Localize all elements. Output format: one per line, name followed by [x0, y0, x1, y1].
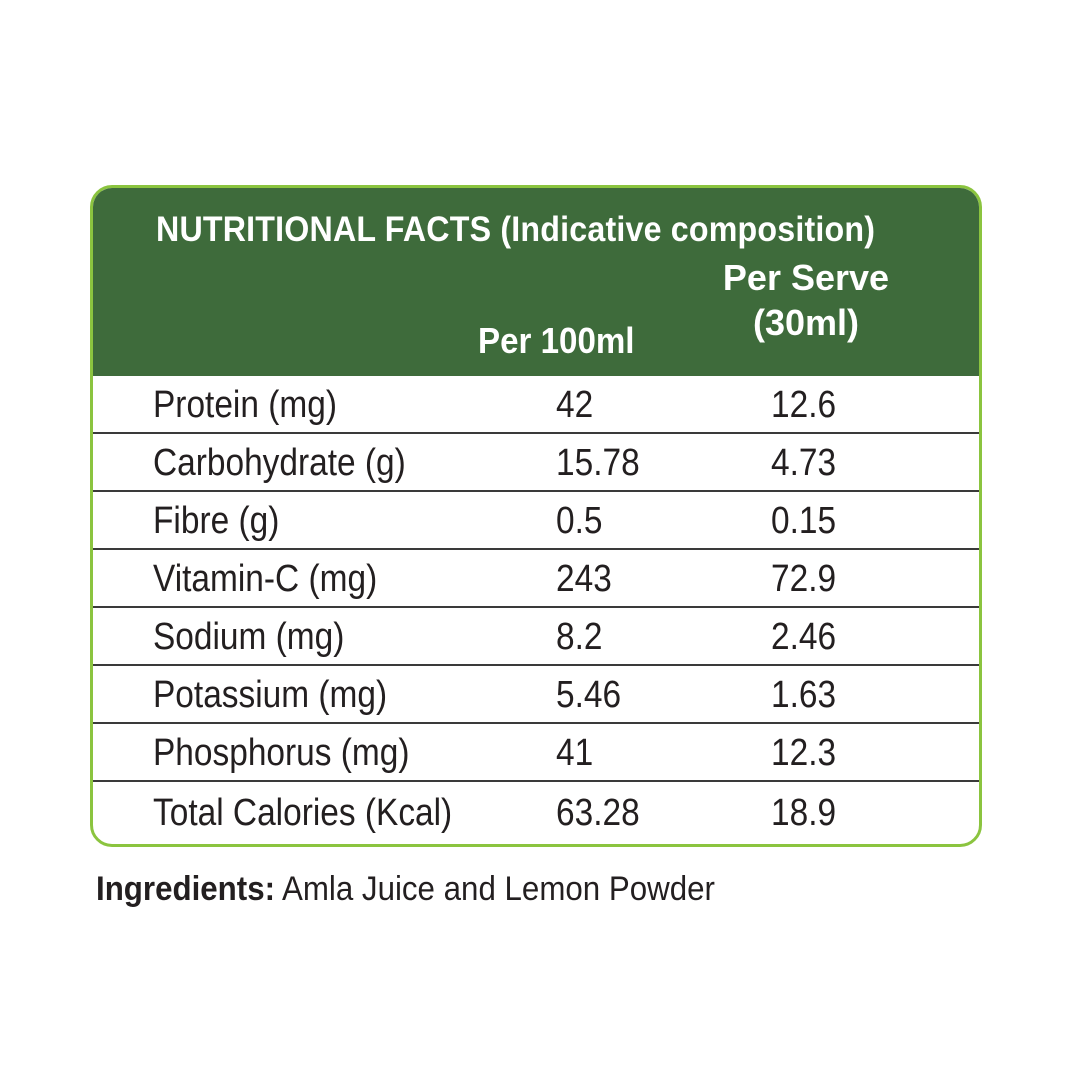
value-per-100ml: 0.5: [556, 500, 603, 542]
table-row: Protein (mg) 42 12.6: [93, 376, 979, 434]
value-per-serve: 0.15: [771, 500, 837, 542]
value-per-serve: 4.73: [771, 442, 837, 484]
value-per-100ml: 42: [556, 384, 594, 426]
nutrition-title: NUTRITIONAL FACTS (Indicative compositio…: [156, 210, 876, 249]
nutrient-name: Protein (mg): [153, 384, 337, 426]
value-per-serve: 12.6: [771, 384, 837, 426]
ingredients-label: Ingredients:: [96, 870, 276, 908]
ingredients-line: Ingredients: Amla Juice and Lemon Powder: [96, 870, 715, 909]
value-per-100ml: 5.46: [556, 674, 622, 716]
nutrient-name: Sodium (mg): [153, 616, 345, 658]
value-per-serve: 12.3: [771, 732, 837, 774]
table-row: Potassium (mg) 5.46 1.63: [93, 666, 979, 724]
table-row: Total Calories (Kcal) 63.28 18.9: [93, 782, 979, 844]
nutrition-table-body: Protein (mg) 42 12.6 Carbohydrate (g) 15…: [93, 376, 979, 844]
ingredients-text: Amla Juice and Lemon Powder: [275, 870, 715, 908]
nutrient-name: Total Calories (Kcal): [153, 792, 453, 834]
nutrition-header: NUTRITIONAL FACTS (Indicative compositio…: [93, 188, 979, 376]
nutrient-name: Fibre (g): [153, 500, 280, 542]
column-header-per-serve: Per Serve (30ml): [711, 255, 901, 345]
value-per-serve: 1.63: [771, 674, 837, 716]
table-row: Vitamin-C (mg) 243 72.9: [93, 550, 979, 608]
value-per-100ml: 15.78: [556, 442, 640, 484]
nutrient-name: Potassium (mg): [153, 674, 388, 716]
column-header-per-serve-line1: Per Serve: [722, 257, 890, 298]
column-header-per-serve-line2: (30ml): [752, 302, 860, 343]
table-row: Fibre (g) 0.5 0.15: [93, 492, 979, 550]
table-row: Sodium (mg) 8.2 2.46: [93, 608, 979, 666]
value-per-100ml: 41: [556, 732, 594, 774]
value-per-serve: 72.9: [771, 558, 837, 600]
nutrient-name: Carbohydrate (g): [153, 442, 406, 484]
value-per-100ml: 8.2: [556, 616, 603, 658]
value-per-serve: 2.46: [771, 616, 837, 658]
table-row: Phosphorus (mg) 41 12.3: [93, 724, 979, 782]
table-row: Carbohydrate (g) 15.78 4.73: [93, 434, 979, 492]
value-per-100ml: 243: [556, 558, 612, 600]
value-per-100ml: 63.28: [556, 792, 640, 834]
nutrient-name: Vitamin-C (mg): [153, 558, 378, 600]
column-header-per-100ml: Per 100ml: [478, 320, 635, 361]
nutrient-name: Phosphorus (mg): [153, 732, 410, 774]
value-per-serve: 18.9: [771, 792, 837, 834]
nutrition-facts-panel: NUTRITIONAL FACTS (Indicative compositio…: [90, 185, 982, 847]
